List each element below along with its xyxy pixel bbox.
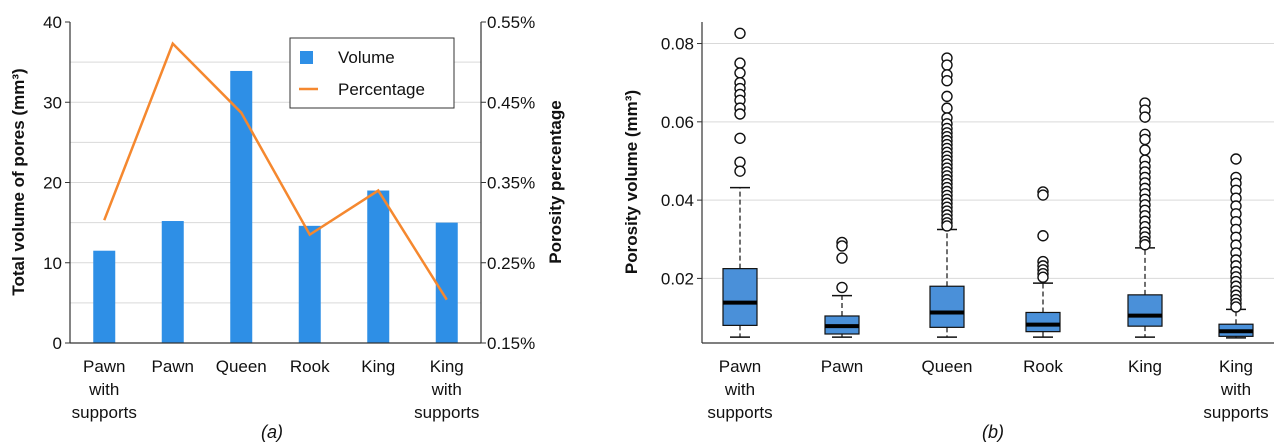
y2-tick-label: 0.25%	[487, 254, 535, 273]
outlier-point	[1139, 111, 1151, 123]
outlier-point	[734, 108, 746, 120]
y-tick-label: 0.04	[661, 191, 694, 210]
bar-king-with-supports	[435, 222, 458, 343]
outlier-point	[1139, 133, 1151, 146]
box-iqr	[722, 268, 758, 326]
panel-a-bar-line-chart: 0 10 20 30 40 0.15% 0.25% 0.35% 0.45% 0.55% Pawn…	[9, 13, 565, 442]
outlier-point	[734, 67, 746, 79]
bar-queen	[230, 70, 253, 343]
x-tick-label-rook: Rook	[1023, 357, 1063, 376]
y-tick-label: 20	[43, 174, 62, 193]
outlier-point	[1230, 301, 1242, 313]
outlier-point	[734, 165, 746, 177]
bar-rook	[298, 225, 321, 343]
outlier-point	[1139, 144, 1151, 156]
y-tick-label: 0	[53, 334, 62, 353]
box-queen	[929, 52, 965, 338]
y2-tick-label: 0.45%	[487, 93, 535, 112]
caption-b: (b)	[982, 422, 1004, 442]
box-iqr	[1127, 294, 1163, 327]
x-tick-label-king-with-supports: King with supports	[1203, 357, 1268, 422]
outlier-point	[734, 27, 746, 40]
legend-percentage-label: Percentage	[338, 80, 425, 99]
bar-king	[367, 190, 390, 343]
y2-tick-label: 0.35%	[487, 174, 535, 193]
box-king	[1127, 97, 1163, 338]
panel-b-box-plot: 0.02 0.04 0.06 0.08 Pawn with supports Pawn Que…	[622, 22, 1274, 442]
x-tick-label-king: King	[361, 357, 395, 376]
x-tick-label-rook: Rook	[290, 357, 330, 376]
x-tick-label-king-with-supports: King with supports	[414, 357, 479, 422]
box-pawn-with-supports	[722, 27, 758, 338]
box-rook	[1025, 186, 1061, 338]
outlier-point	[734, 132, 746, 144]
outlier-point	[941, 102, 953, 114]
y-axis-label-volume: Total volume of pores (mm³)	[9, 68, 28, 295]
box-iqr	[929, 285, 965, 328]
bar-pawn-with-supports	[93, 250, 116, 343]
x-tick-label-queen: Queen	[921, 357, 972, 376]
box-king-with-supports	[1218, 153, 1254, 339]
outlier-point	[1139, 239, 1151, 251]
caption-a: (a)	[261, 422, 283, 442]
y-tick-label: 0.06	[661, 113, 694, 132]
y-tick-label: 30	[43, 93, 62, 112]
outlier-point	[941, 90, 953, 103]
box-pawn	[824, 236, 860, 338]
legend: Volume Percentage	[289, 37, 455, 109]
outlier-point	[1230, 153, 1242, 165]
x-tick-label-queen: Queen	[216, 357, 267, 376]
y-tick-label: 10	[43, 254, 62, 273]
outlier-point	[836, 252, 848, 264]
x-tick-label-pawn-with-supports: Pawn with supports	[72, 357, 137, 422]
y-tick-label: 0.08	[661, 35, 694, 54]
y-tick-label: 40	[43, 13, 62, 32]
outlier-point	[1037, 189, 1049, 201]
legend-volume-swatch	[300, 51, 313, 64]
outlier-point	[941, 75, 953, 87]
x-tick-label-pawn: Pawn	[151, 357, 194, 376]
x-tick-label-king: King	[1128, 357, 1162, 376]
x-tick-label-pawn-with-supports: Pawn with supports	[707, 357, 772, 422]
bar-pawn	[161, 221, 184, 343]
outlier-point	[1037, 230, 1049, 242]
legend-volume-label: Volume	[338, 48, 395, 67]
y2-tick-label: 0.55%	[487, 13, 535, 32]
x-tick-label-pawn: Pawn	[821, 357, 864, 376]
percentage-series-line	[103, 41, 448, 301]
y-tick-label: 0.02	[661, 269, 694, 288]
outlier-point	[836, 240, 848, 252]
y2-tick-label: 0.15%	[487, 334, 535, 353]
outlier-point	[734, 57, 746, 69]
outlier-point	[941, 59, 953, 71]
y2-axis-label-percentage: Porosity percentage	[546, 100, 565, 263]
outlier-point	[1037, 271, 1049, 283]
outlier-point	[836, 281, 848, 294]
outlier-point	[941, 220, 953, 232]
y-axis-label-porosity-volume: Porosity volume (mm³)	[622, 90, 641, 274]
box-iqr	[1025, 311, 1061, 333]
